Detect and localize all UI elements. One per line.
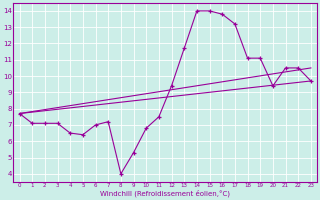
X-axis label: Windchill (Refroidissement éolien,°C): Windchill (Refroidissement éolien,°C) [100,190,230,197]
